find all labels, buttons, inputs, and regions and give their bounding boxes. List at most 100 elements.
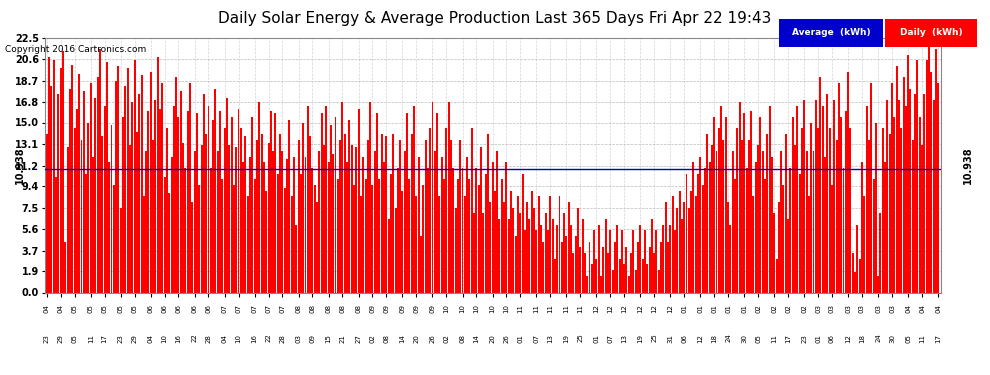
- Bar: [243, 162, 245, 292]
- Bar: [52, 60, 54, 292]
- Bar: [418, 156, 420, 292]
- Text: 18: 18: [859, 334, 865, 343]
- Text: 03: 03: [829, 304, 835, 313]
- Bar: [113, 185, 115, 292]
- Text: 12: 12: [593, 304, 599, 313]
- Bar: [71, 65, 73, 292]
- Bar: [935, 49, 937, 292]
- Text: 10: 10: [236, 334, 242, 343]
- Bar: [646, 264, 648, 292]
- Bar: [355, 147, 357, 292]
- Bar: [342, 102, 344, 292]
- Text: 28: 28: [206, 334, 212, 343]
- Bar: [203, 94, 205, 292]
- Bar: [170, 156, 172, 292]
- Bar: [240, 128, 242, 292]
- Bar: [787, 219, 789, 292]
- Bar: [789, 168, 791, 292]
- Text: 08: 08: [296, 304, 302, 313]
- Bar: [754, 162, 756, 292]
- Bar: [586, 276, 588, 292]
- Text: 03: 03: [889, 304, 895, 313]
- Text: 07: 07: [607, 334, 613, 343]
- Bar: [175, 77, 177, 292]
- Bar: [344, 134, 346, 292]
- Bar: [441, 156, 443, 292]
- Bar: [716, 151, 718, 292]
- Bar: [745, 168, 747, 292]
- Bar: [531, 190, 533, 292]
- Bar: [692, 162, 694, 292]
- Text: 02: 02: [755, 304, 761, 313]
- Bar: [496, 151, 498, 292]
- Bar: [307, 105, 309, 292]
- Bar: [125, 86, 127, 292]
- Bar: [194, 151, 196, 292]
- Text: 08: 08: [383, 334, 389, 343]
- Bar: [931, 72, 933, 292]
- Bar: [281, 151, 283, 292]
- Bar: [434, 151, 436, 292]
- Bar: [924, 94, 926, 292]
- Text: 09: 09: [369, 304, 375, 313]
- Text: 25: 25: [651, 334, 657, 342]
- Bar: [782, 185, 784, 292]
- Text: 10.938: 10.938: [15, 146, 25, 184]
- Bar: [385, 136, 387, 292]
- Bar: [875, 123, 877, 292]
- Bar: [723, 140, 725, 292]
- Bar: [256, 140, 258, 292]
- Bar: [655, 230, 657, 292]
- Bar: [247, 196, 248, 292]
- Bar: [215, 88, 217, 292]
- Bar: [856, 225, 858, 292]
- Bar: [803, 100, 805, 292]
- Bar: [551, 219, 553, 292]
- Bar: [619, 258, 621, 292]
- Bar: [326, 105, 328, 292]
- Text: 18: 18: [711, 334, 717, 343]
- Text: 07: 07: [534, 334, 540, 343]
- Text: 17: 17: [102, 334, 108, 343]
- Bar: [621, 230, 623, 292]
- Bar: [457, 179, 459, 292]
- Bar: [598, 225, 600, 292]
- Bar: [815, 100, 817, 292]
- Bar: [267, 143, 269, 292]
- Bar: [926, 60, 928, 292]
- Bar: [184, 168, 186, 292]
- Text: 10: 10: [489, 304, 496, 313]
- Bar: [727, 202, 729, 292]
- Bar: [900, 128, 902, 292]
- Bar: [427, 168, 429, 292]
- Text: 04: 04: [44, 304, 50, 313]
- Bar: [143, 196, 145, 292]
- Bar: [198, 185, 200, 292]
- Bar: [768, 105, 770, 292]
- Text: 09: 09: [430, 304, 436, 313]
- Bar: [367, 140, 369, 292]
- Bar: [279, 134, 281, 292]
- Bar: [806, 151, 808, 292]
- Bar: [759, 117, 761, 292]
- Bar: [602, 247, 604, 292]
- Text: 03: 03: [815, 304, 821, 313]
- Bar: [928, 38, 930, 292]
- Bar: [519, 213, 521, 292]
- Bar: [447, 102, 449, 292]
- Bar: [369, 102, 371, 292]
- Text: 23: 23: [118, 334, 124, 343]
- Text: 11: 11: [547, 304, 553, 313]
- Text: Copyright 2016 Cartronics.com: Copyright 2016 Cartronics.com: [5, 45, 147, 54]
- Bar: [73, 128, 75, 292]
- Bar: [156, 57, 158, 292]
- Text: 08: 08: [310, 304, 316, 313]
- Bar: [166, 128, 168, 292]
- Bar: [191, 202, 193, 292]
- Bar: [574, 236, 576, 292]
- Text: 15: 15: [326, 334, 332, 343]
- Bar: [616, 225, 618, 292]
- Bar: [335, 117, 337, 292]
- Bar: [265, 190, 267, 292]
- Bar: [829, 128, 831, 292]
